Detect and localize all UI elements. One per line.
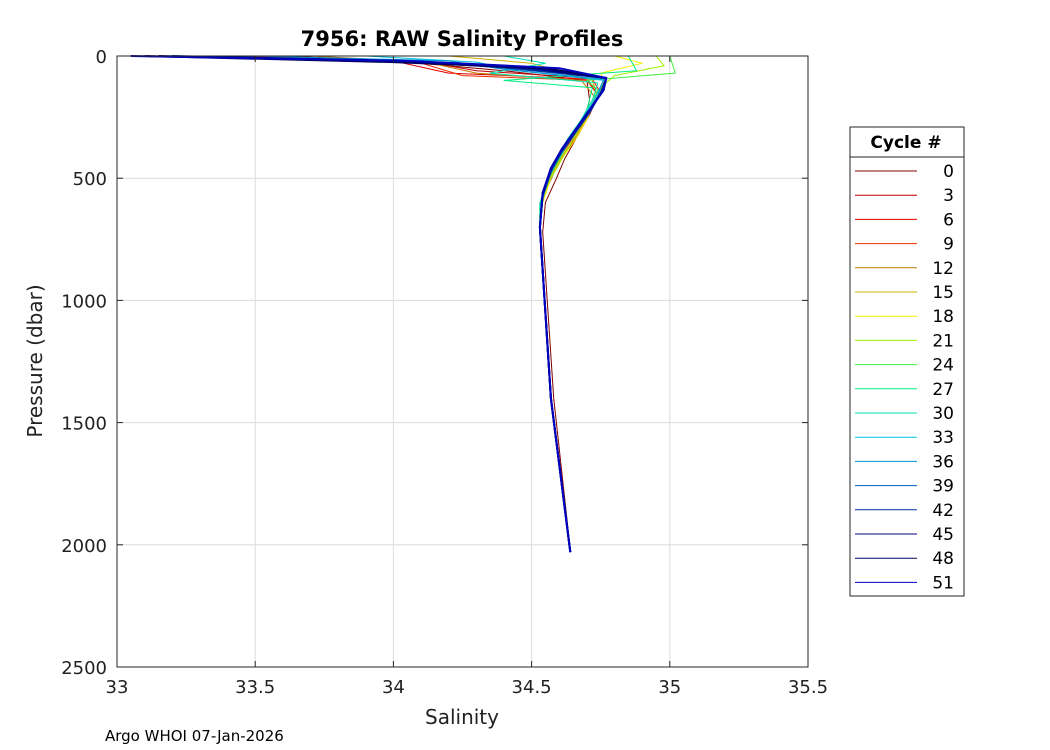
x-tick-label: 34 (382, 677, 405, 698)
x-axis-label: Salinity (425, 705, 499, 729)
y-tick-label: 2500 (61, 658, 107, 679)
legend-label-cycle-51: 51 (932, 573, 954, 593)
legend-label-cycle-18: 18 (932, 307, 954, 327)
series-line-cycle-45 (158, 55, 608, 553)
y-tick-label: 1500 (61, 414, 107, 435)
legend-label-cycle-6: 6 (943, 210, 954, 230)
x-tick-label: 33 (106, 677, 129, 698)
legend-label-cycle-21: 21 (932, 331, 954, 351)
y-tick-label: 1000 (61, 291, 107, 312)
y-tick-label: 2000 (61, 536, 107, 557)
legend-label-cycle-27: 27 (932, 380, 954, 400)
series-line-cycle-51 (130, 55, 608, 553)
footer-credit: Argo WHOI 07-Jan-2026 (105, 727, 284, 745)
legend-label-cycle-33: 33 (932, 428, 954, 448)
plot-frame (116, 55, 809, 668)
series-line-cycle-9 (255, 55, 599, 553)
y-axis-ticks: 0 500 1000 1500 2000 2500 (61, 47, 808, 679)
grid-lines (116, 55, 809, 668)
y-axis-label: Pressure (dbar) (23, 284, 47, 437)
series-line-cycle-21 (539, 55, 665, 553)
series-line-cycle-3 (227, 55, 599, 553)
x-tick-label: 35 (658, 677, 681, 698)
series-line-cycle-42 (172, 55, 608, 553)
legend-label-cycle-15: 15 (932, 283, 954, 303)
legend-title: Cycle # (870, 133, 941, 153)
x-axis-ticks: 33 33.5 34 34.5 35 35.5 (106, 56, 828, 698)
series-line-cycle-12 (310, 55, 596, 553)
chart-title: 7956: RAW Salinity Profiles (301, 27, 624, 51)
series-line-cycle-6 (199, 55, 602, 553)
series-lines (130, 55, 676, 553)
series-line-cycle-48 (144, 55, 608, 553)
legend-label-cycle-0: 0 (943, 162, 954, 182)
legend-label-cycle-48: 48 (932, 549, 954, 569)
legend-label-cycle-36: 36 (932, 452, 954, 472)
legend-label-cycle-39: 39 (932, 477, 954, 497)
legend-label-cycle-3: 3 (943, 186, 954, 206)
legend-label-cycle-9: 9 (943, 235, 954, 255)
series-line-cycle-36 (255, 55, 604, 553)
legend-label-cycle-45: 45 (932, 525, 954, 545)
y-tick-label: 0 (96, 47, 107, 68)
x-tick-label: 35.5 (788, 677, 828, 698)
legend-box (849, 126, 965, 597)
series-line-cycle-18 (539, 55, 643, 553)
legend-label-cycle-12: 12 (932, 259, 954, 279)
legend-label-cycle-42: 42 (932, 501, 954, 521)
x-tick-label: 33.5 (235, 677, 275, 698)
legend-label-cycle-24: 24 (932, 356, 954, 376)
legend-label-cycle-30: 30 (932, 404, 954, 424)
y-tick-label: 500 (73, 169, 107, 190)
x-tick-label: 34.5 (512, 677, 552, 698)
series-line-cycle-27 (503, 55, 638, 553)
series-line-cycle-33 (365, 55, 604, 553)
